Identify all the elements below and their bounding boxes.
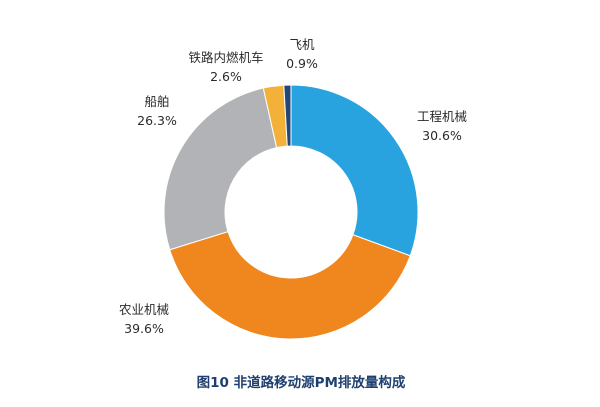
label-value-chuanbo: 26.3% <box>137 113 177 128</box>
slice-chuanbo <box>163 87 278 251</box>
label-feiji: 飞机 0.9% <box>286 37 318 71</box>
label-chuanbo: 船舶 26.3% <box>137 94 177 128</box>
slice-feiji <box>283 84 292 147</box>
chart-title: 图10 非道路移动源PM排放量构成 <box>197 374 406 391</box>
label-value-feiji: 0.9% <box>286 56 318 71</box>
label-name-tielu: 铁路内燃机车 <box>188 50 263 65</box>
label-name-nongye: 农业机械 <box>119 302 170 317</box>
label-name-chuanbo: 船舶 <box>144 94 169 109</box>
label-name-gongcheng: 工程机械 <box>417 109 468 124</box>
label-nongye: 农业机械 39.6% <box>119 302 170 336</box>
label-value-nongye: 39.6% <box>124 321 164 336</box>
label-name-feiji: 飞机 <box>289 37 315 52</box>
label-value-tielu: 2.6% <box>210 69 242 84</box>
slices-group <box>163 84 419 340</box>
label-gongcheng: 工程机械 30.6% <box>417 109 468 143</box>
label-tielu: 铁路内燃机车 2.6% <box>188 50 263 84</box>
slice-nongye <box>169 230 411 340</box>
slice-gongcheng <box>290 84 419 257</box>
label-value-gongcheng: 30.6% <box>422 128 462 143</box>
